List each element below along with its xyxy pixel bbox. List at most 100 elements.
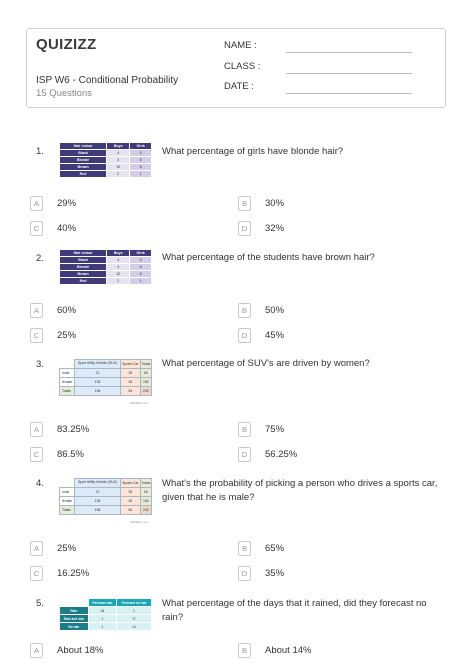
option-a-text[interactable]: About 18% <box>57 645 104 656</box>
option-b-text[interactable]: 65% <box>265 543 285 554</box>
table-cell: Rain and rain <box>59 614 89 623</box>
question-text: What's the probability of picking a pers… <box>162 478 438 503</box>
option-b-box[interactable]: B <box>238 643 251 658</box>
table-cell: 6 <box>129 156 152 164</box>
option-b-text[interactable]: About 14% <box>265 645 312 656</box>
table-header: Girls <box>129 142 152 150</box>
table-cell: 39 <box>120 368 141 378</box>
option-d-box[interactable]: D <box>238 221 251 236</box>
quizizz-logo: QUIZIZZ <box>36 36 97 53</box>
table-cell: 10 <box>106 270 131 278</box>
table-header: Sport Utility Vehicle (SUV) <box>74 478 122 488</box>
table-cell: 6 <box>129 263 152 271</box>
option-d-box[interactable]: D <box>238 566 251 581</box>
table-cell: Brown <box>58 163 108 171</box>
name-field[interactable] <box>286 52 412 53</box>
worksheet-title: ISP W6 - Conditional Probability <box>36 75 179 86</box>
table-cell: Brown <box>58 270 108 278</box>
question-text: What percentage of the students have bro… <box>162 252 375 263</box>
table-cell: 156 <box>74 505 122 515</box>
option-a-box[interactable]: A <box>30 303 43 318</box>
option-d-box[interactable]: D <box>238 447 251 462</box>
option-b-text[interactable]: 30% <box>265 198 285 209</box>
option-b-box[interactable]: B <box>238 541 251 556</box>
option-c-box[interactable]: C <box>30 221 43 236</box>
table-header: Totals <box>139 478 153 488</box>
table-cell: 1 <box>87 614 118 623</box>
table-cell: female <box>58 496 76 506</box>
name-label: NAME : <box>224 40 257 51</box>
option-a-text[interactable]: 83.25% <box>57 424 90 435</box>
hair-colour-table: Hair colour Boys Girls Black 4 5 Blonde 4 6 … <box>58 142 152 178</box>
table-cell: 1 <box>129 170 152 178</box>
option-c-box[interactable]: C <box>30 447 43 462</box>
option-a-text[interactable]: 60% <box>57 305 77 316</box>
table-header: Sports Car <box>120 359 141 369</box>
question-number: 5. <box>36 598 44 609</box>
option-d-text[interactable]: 35% <box>265 568 285 579</box>
option-a-box[interactable]: A <box>30 541 43 556</box>
table-cell: 8 <box>129 270 152 278</box>
table-cell: 8 <box>129 163 152 171</box>
table-cell: 21 <box>74 368 122 378</box>
option-a-box[interactable]: A <box>30 196 43 211</box>
table-cell: 5 <box>129 149 152 157</box>
question-number: 4. <box>36 478 44 489</box>
class-field[interactable] <box>286 73 412 74</box>
table-cell: 45 <box>120 496 141 506</box>
table-cell: 45 <box>120 377 141 387</box>
option-a-text[interactable]: 25% <box>57 543 77 554</box>
table-header <box>59 359 75 369</box>
option-c-text[interactable]: 16.25% <box>57 568 90 579</box>
table-cell: 180 <box>139 377 153 387</box>
table-header: Sports Car <box>120 478 141 488</box>
table-cell: Red <box>58 170 108 178</box>
question-text: What percentage of SUV's are driven by w… <box>162 358 370 369</box>
option-b-box[interactable]: B <box>238 303 251 318</box>
option-c-box[interactable]: C <box>30 566 43 581</box>
option-b-text[interactable]: 50% <box>265 305 285 316</box>
option-a-text[interactable]: 29% <box>57 198 77 209</box>
vehicle-table: Sport Utility Vehicle (SUV) Sports Car T… <box>58 478 153 515</box>
question-number: 1. <box>36 146 44 157</box>
table-cell: 2 <box>106 277 131 285</box>
date-field[interactable] <box>286 93 412 94</box>
table-cell: 84 <box>120 386 141 396</box>
option-a-box[interactable]: A <box>30 643 43 658</box>
option-c-text[interactable]: 86.5% <box>57 449 84 460</box>
table-header: Hair colour <box>58 142 108 150</box>
option-d-text[interactable]: 32% <box>265 223 285 234</box>
table-cell: 156 <box>74 386 122 396</box>
table-cell: male <box>58 487 76 497</box>
option-b-text[interactable]: 75% <box>265 424 285 435</box>
table-cell: 240 <box>139 505 153 515</box>
table-cell: 4 <box>106 156 131 164</box>
table-cell: 17 <box>116 614 152 623</box>
option-d-box[interactable]: D <box>238 328 251 343</box>
table-cell: 4 <box>106 256 131 264</box>
option-a-box[interactable]: A <box>30 422 43 437</box>
table-cell: 4 <box>106 263 131 271</box>
option-b-box[interactable]: B <box>238 422 251 437</box>
option-d-text[interactable]: 56.25% <box>265 449 298 460</box>
table-cell: Blonde <box>58 156 108 164</box>
table-cell: 135 <box>74 377 122 387</box>
table-cell: No rain <box>59 622 89 631</box>
table-cell: 2 <box>106 170 131 178</box>
table-cell: 60 <box>139 368 153 378</box>
table-cell: 18 <box>87 606 118 615</box>
option-c-text[interactable]: 40% <box>57 223 77 234</box>
worksheet-header: QUIZIZZ ISP W6 - Conditional Probability… <box>26 28 446 108</box>
option-c-box[interactable]: C <box>30 328 43 343</box>
option-d-text[interactable]: 45% <box>265 330 285 341</box>
option-c-text[interactable]: 25% <box>57 330 77 341</box>
option-b-box[interactable]: B <box>238 196 251 211</box>
table-cell: 84 <box>120 505 141 515</box>
question-count: 15 Questions <box>36 88 92 99</box>
table-header: Boys <box>106 142 131 150</box>
table-source-note: MathBits.com <box>130 520 149 524</box>
table-cell: 1 <box>116 606 152 615</box>
table-header: Totals <box>139 359 153 369</box>
table-cell: 180 <box>139 496 153 506</box>
date-label: DATE : <box>224 81 254 92</box>
